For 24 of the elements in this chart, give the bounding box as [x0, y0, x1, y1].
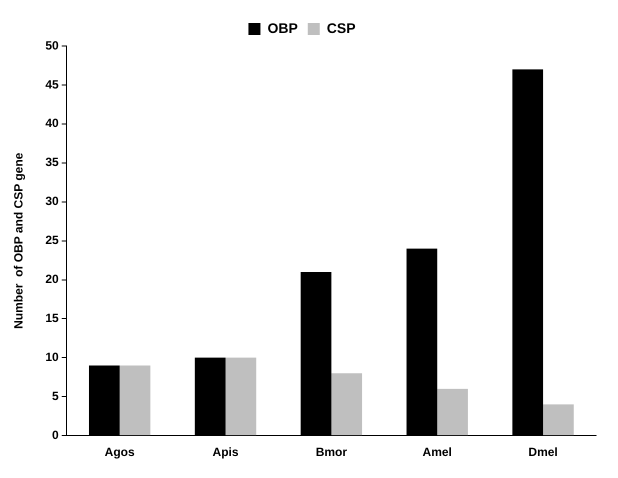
legend-label: CSP	[326, 20, 356, 36]
y-tick-label: 25	[45, 233, 60, 248]
x-tick-label: Apis	[212, 445, 239, 460]
y-tick-label: 45	[45, 77, 60, 92]
x-tick-label: Bmor	[316, 445, 348, 460]
y-tick-label: 5	[52, 388, 60, 403]
legend-label: OBP	[267, 20, 298, 36]
y-tick-label: 15	[45, 311, 60, 326]
x-tick-label: Amel	[422, 445, 452, 460]
y-tick-label: 0	[52, 428, 60, 442]
y-tick-label: 30	[45, 194, 60, 208]
y-tick-label: 40	[45, 116, 60, 130]
y-tick-label: 10	[45, 350, 60, 364]
bar	[543, 404, 574, 436]
y-tick-label: 20	[45, 272, 60, 286]
x-tick-label: Agos	[104, 445, 135, 460]
bar	[120, 365, 150, 436]
bar	[437, 388, 468, 436]
y-axis-title: Number of OBP and CSP gene	[12, 152, 26, 329]
y-tick-label: 35	[45, 155, 60, 170]
y-tick-label: 50	[45, 38, 60, 52]
bar	[331, 373, 362, 436]
bar	[226, 358, 256, 436]
x-tick-label: Dmel	[528, 445, 558, 460]
